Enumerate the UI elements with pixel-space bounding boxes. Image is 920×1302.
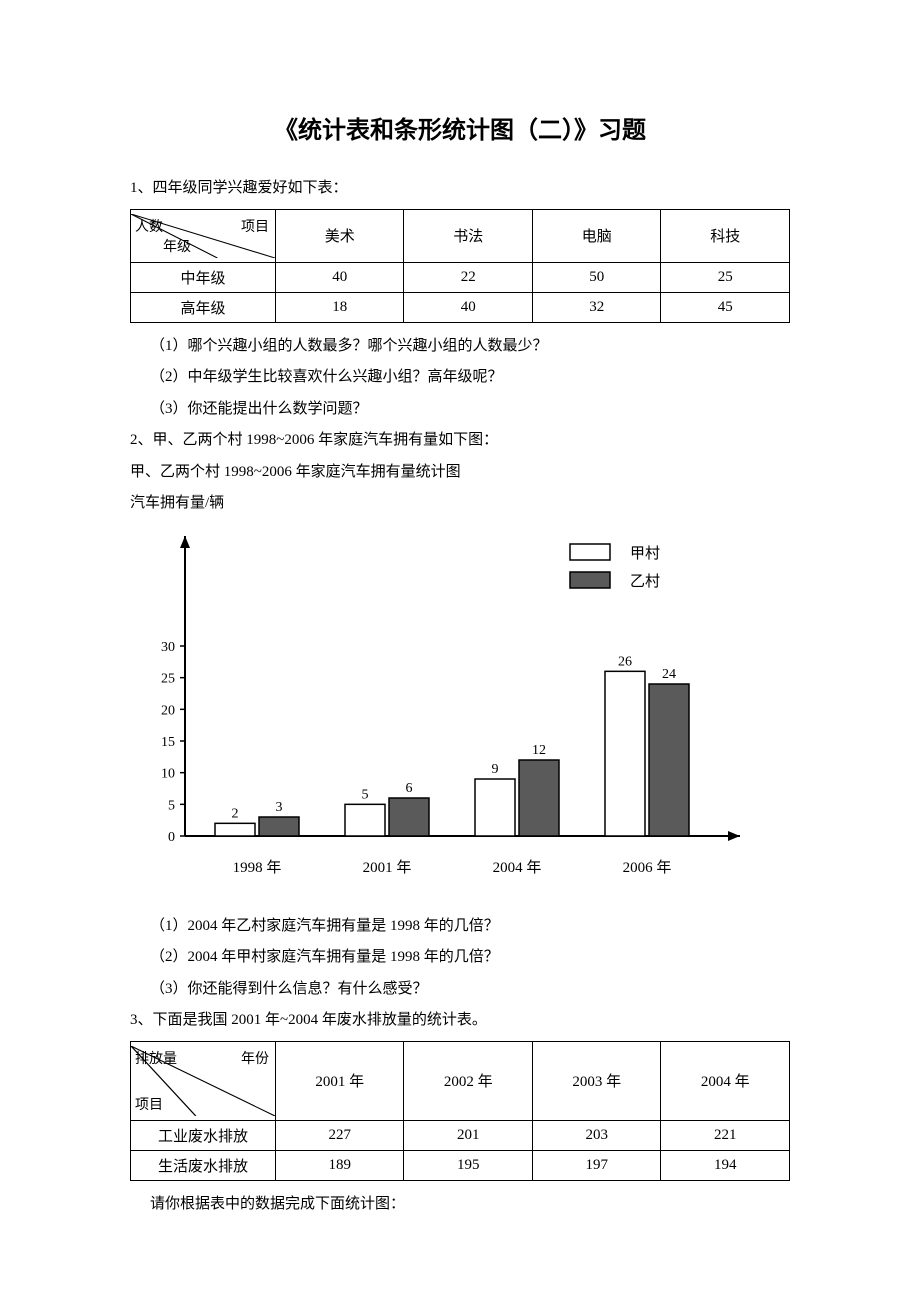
table-row: 工业废水排放 227 201 203 221	[131, 1120, 790, 1150]
svg-text:2: 2	[232, 806, 239, 821]
table-row: 生活废水排放 189 195 197 194	[131, 1150, 790, 1180]
q2-prompt: 2、甲、乙两个村 1998~2006 年家庭汽车拥有量如下图：	[130, 425, 790, 457]
table-row: 高年级 18 40 32 45	[131, 292, 790, 322]
svg-text:6: 6	[406, 781, 413, 796]
q2-sub3: （3）你还能得到什么信息？有什么感受？	[130, 974, 790, 1006]
q3-header-corner: 排放量 年份 项目	[131, 1046, 275, 1116]
cell: 22	[404, 262, 533, 292]
table-row: 排放量 年份 项目 2001 年 2002 年 2003 年 2004 年	[131, 1041, 790, 1120]
row-label: 工业废水排放	[131, 1120, 276, 1150]
svg-text:甲村: 甲村	[630, 545, 660, 562]
col-header: 电脑	[532, 209, 661, 262]
q1-sub2: （2）中年级学生比较喜欢什么兴趣小组？高年级呢？	[130, 362, 790, 394]
q2-sub2: （2）2004 年甲村家庭汽车拥有量是 1998 年的几倍？	[130, 942, 790, 974]
corner-top-right: 项目	[241, 216, 269, 236]
cell: 50	[532, 262, 661, 292]
svg-text:1998 年: 1998 年	[233, 859, 282, 876]
q1-sub3: （3）你还能提出什么数学问题？	[130, 394, 790, 426]
svg-text:20: 20	[161, 703, 175, 718]
q2-chart: 0 5 10 15 20 25 30 甲村乙村 2 3 1998 年 5 6 2001 年 9 12 2004 …	[130, 526, 790, 901]
svg-text:25: 25	[161, 671, 175, 686]
svg-text:2004 年: 2004 年	[493, 859, 542, 876]
svg-text:12: 12	[532, 743, 546, 758]
svg-text:2006 年: 2006 年	[623, 859, 672, 876]
q2-yaxis-label: 汽车拥有量/辆	[130, 488, 790, 520]
svg-text:5: 5	[362, 787, 369, 802]
cell: 194	[661, 1150, 790, 1180]
cell: 227	[275, 1120, 404, 1150]
q1-header-corner: 人数 项目 年级	[131, 214, 275, 258]
col-header: 科技	[661, 209, 790, 262]
cell: 40	[404, 292, 533, 322]
col-header: 美术	[275, 209, 404, 262]
cell: 25	[661, 262, 790, 292]
col-header: 2001 年	[275, 1041, 404, 1120]
row-label: 生活废水排放	[131, 1150, 276, 1180]
cell: 221	[661, 1120, 790, 1150]
row-label: 中年级	[131, 262, 276, 292]
q1-table: 人数 项目 年级 美术 书法 电脑 科技 中年级 40 22 50 25 高年级…	[130, 209, 790, 323]
svg-text:24: 24	[662, 667, 676, 682]
cell: 189	[275, 1150, 404, 1180]
svg-text:26: 26	[618, 654, 632, 669]
row-label: 高年级	[131, 292, 276, 322]
table-row: 中年级 40 22 50 25	[131, 262, 790, 292]
svg-text:9: 9	[492, 762, 499, 777]
svg-text:0: 0	[168, 830, 175, 845]
svg-text:30: 30	[161, 640, 175, 655]
svg-text:5: 5	[168, 798, 175, 813]
q2-chart-title: 甲、乙两个村 1998~2006 年家庭汽车拥有量统计图	[130, 457, 790, 489]
page-title: 《统计表和条形统计图（二）》习题	[130, 110, 790, 145]
cell: 201	[404, 1120, 533, 1150]
corner-bottom: 项目	[135, 1094, 163, 1114]
q1-prompt: 1、四年级同学兴趣爱好如下表：	[130, 173, 790, 205]
col-header: 2003 年	[532, 1041, 661, 1120]
corner-top-left: 排放量	[135, 1048, 177, 1068]
table-row: 人数 项目 年级 美术 书法 电脑 科技	[131, 209, 790, 262]
svg-text:15: 15	[161, 735, 175, 750]
q2-sub1: （1）2004 年乙村家庭汽车拥有量是 1998 年的几倍？	[130, 911, 790, 943]
svg-text:2001 年: 2001 年	[363, 859, 412, 876]
cell: 197	[532, 1150, 661, 1180]
cell: 40	[275, 262, 404, 292]
svg-text:乙村: 乙村	[630, 573, 660, 590]
svg-text:3: 3	[276, 800, 283, 815]
corner-bottom: 年级	[163, 236, 191, 256]
cell: 203	[532, 1120, 661, 1150]
corner-top-left: 人数	[135, 216, 163, 236]
cell: 32	[532, 292, 661, 322]
q3-table: 排放量 年份 项目 2001 年 2002 年 2003 年 2004 年 工业…	[130, 1041, 790, 1181]
col-header: 2004 年	[661, 1041, 790, 1120]
cell: 195	[404, 1150, 533, 1180]
col-header: 2002 年	[404, 1041, 533, 1120]
corner-top-right: 年份	[241, 1048, 269, 1068]
q3-footer: 请你根据表中的数据完成下面统计图：	[130, 1189, 790, 1221]
cell: 18	[275, 292, 404, 322]
q1-sub1: （1）哪个兴趣小组的人数最多？哪个兴趣小组的人数最少？	[130, 331, 790, 363]
col-header: 书法	[404, 209, 533, 262]
cell: 45	[661, 292, 790, 322]
svg-text:10: 10	[161, 766, 175, 781]
q3-prompt: 3、下面是我国 2001 年~2004 年废水排放量的统计表。	[130, 1005, 790, 1037]
